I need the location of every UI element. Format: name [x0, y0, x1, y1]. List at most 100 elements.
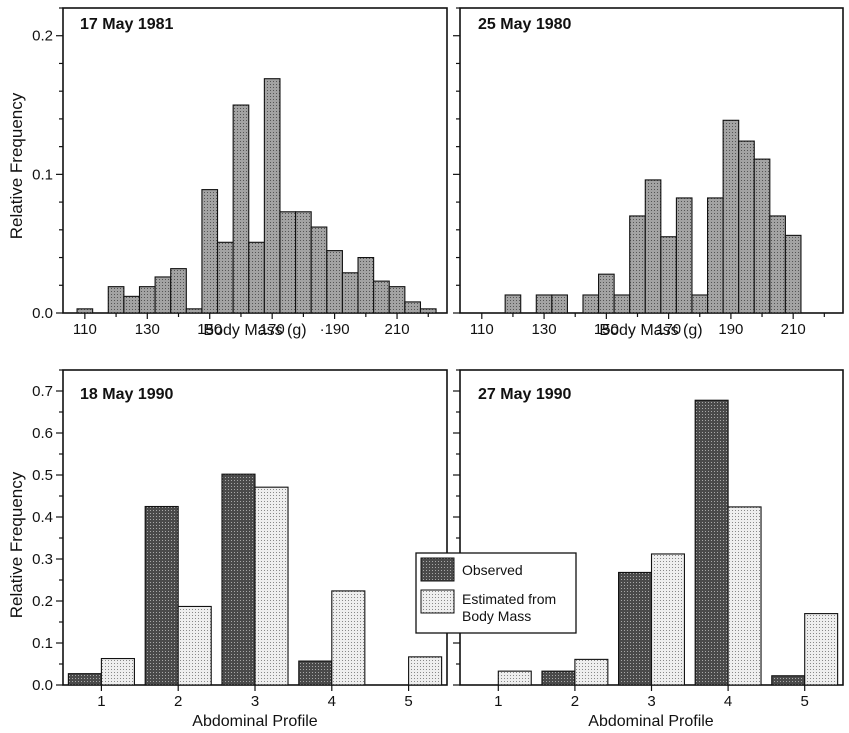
histogram-bar [551, 294, 568, 314]
histogram-bar [613, 294, 631, 314]
histogram-bar [232, 104, 250, 314]
x-tick-label: ·190 [320, 321, 350, 338]
y-tick-label: 0.7 [32, 383, 53, 400]
y-tick-label: 0.3 [32, 551, 53, 568]
histogram-bar [263, 78, 281, 314]
x-tick-label: 150 [594, 321, 619, 338]
panel-label: 18 May 1990 [80, 386, 174, 403]
bar-observed [541, 670, 576, 686]
x-tick-label: 210 [385, 321, 410, 338]
histogram-bars [504, 119, 802, 314]
y-tick-label: 0.5 [32, 467, 53, 484]
legend-label-observed: Observed [462, 562, 523, 578]
x-tick-label: 4 [328, 693, 336, 710]
y-tick-label: 0.1 [32, 635, 53, 652]
histogram-bar [248, 241, 265, 314]
axes: 110 130 150 170 ·190 210 0.0 0.1 0.2 [32, 7, 429, 338]
panel-18-may-1990: 18 May 1990 1 2 3 4 5 0.0 0.1 0.2 0.3 0.4 0.5 0.6 0.… [7, 369, 448, 730]
x-tick-label: 5 [801, 693, 809, 710]
histogram-bar [784, 234, 802, 314]
panel-27-may-1990: 27 May 1990 1 2 3 4 5 Abdominal Profile [453, 369, 844, 730]
histogram-bar [326, 250, 343, 314]
histogram-bar [753, 158, 771, 314]
x-tick-label: 1 [494, 693, 502, 710]
histogram-bar [373, 280, 390, 314]
y-axis-label: Relative Frequency [7, 92, 26, 239]
panel-label: 27 May 1990 [478, 386, 572, 403]
histogram-bar [295, 211, 312, 314]
histogram-bar [419, 308, 437, 314]
x-tick-label: 210 [781, 321, 806, 338]
histogram-bar [691, 294, 709, 314]
x-tick-label: 2 [571, 693, 579, 710]
axes: 1 2 3 4 5 [453, 369, 809, 710]
bar-observed [771, 675, 806, 686]
bar-estimated [100, 657, 135, 686]
histogram-bar [216, 241, 234, 314]
panel-25-may-1980: 25 May 1980 110 130 150 170 190 210 Body Mass… [453, 7, 844, 339]
histogram-bar [404, 301, 422, 314]
axes: 1 2 3 4 5 0.0 0.1 0.2 0.3 0.4 0.5 0.6 0.7 [32, 369, 413, 710]
histogram-bar [388, 286, 406, 314]
bar-estimated [650, 553, 685, 686]
grouped-bars [497, 399, 839, 686]
histogram-bar [123, 295, 141, 314]
y-tick-label: 0.1 [32, 166, 53, 183]
histogram-bar [107, 286, 125, 314]
histogram-bar [201, 189, 219, 314]
x-tick-label: 110 [73, 321, 97, 338]
bar-observed [221, 473, 256, 686]
histogram-bar [76, 308, 94, 314]
histogram-bar [675, 197, 693, 314]
y-tick-label: 0.2 [32, 593, 53, 610]
x-tick-label: 170 [656, 321, 681, 338]
x-tick-label: 4 [724, 693, 732, 710]
y-tick-label: 0.4 [32, 509, 53, 526]
histogram-bar [310, 226, 328, 314]
grouped-bars [67, 473, 443, 686]
legend-label-estimated-line2: Body Mass [462, 608, 531, 624]
histogram-bar [357, 256, 375, 314]
panel-17-may-1981: 17 May 1981 110 130 150 170 ·190 210 0.0 0.1 0.2… [7, 7, 448, 339]
y-axis-label: Relative Frequency [7, 471, 26, 618]
histogram-bar [504, 294, 522, 314]
histogram-bar [644, 179, 662, 314]
bar-observed [67, 673, 102, 686]
histogram-bar [185, 308, 203, 314]
legend-swatch-observed [420, 557, 455, 582]
histogram-bar [769, 215, 786, 314]
histogram-bar [722, 119, 740, 314]
panel-label: 25 May 1980 [478, 16, 572, 33]
histogram-bar [598, 273, 615, 314]
bar-estimated [574, 658, 609, 686]
histogram-bar [138, 286, 156, 314]
bar-estimated [727, 506, 762, 686]
histogram-bar [170, 268, 187, 314]
y-tick-label: 0.0 [32, 305, 53, 322]
bar-observed [618, 571, 653, 686]
x-tick-label: 3 [647, 693, 655, 710]
x-axis-label: Abdominal Profile [192, 713, 318, 730]
x-axis-label: Abdominal Profile [588, 713, 714, 730]
y-tick-label: 0.6 [32, 425, 53, 442]
x-tick-label: 5 [404, 693, 412, 710]
bar-estimated [177, 605, 212, 686]
y-tick-label: 0.0 [32, 677, 53, 694]
x-tick-label: 1 [97, 693, 105, 710]
x-tick-label: 3 [251, 693, 259, 710]
y-tick-label: 0.2 [32, 28, 53, 45]
histogram-bar [738, 140, 755, 314]
histogram-bar [706, 197, 724, 314]
x-tick-label: 190 [718, 321, 743, 338]
bar-observed [298, 660, 333, 686]
x-tick-label: 170 [260, 321, 285, 338]
x-tick-label: 130 [135, 321, 160, 338]
histogram-bar [341, 272, 359, 314]
histogram-bar [660, 236, 677, 314]
histogram-bar [629, 215, 646, 314]
x-tick-label: 130 [532, 321, 557, 338]
bar-estimated [804, 613, 839, 686]
x-axis-label: Body Mass (g) [203, 322, 306, 339]
histogram-bar [279, 211, 297, 314]
